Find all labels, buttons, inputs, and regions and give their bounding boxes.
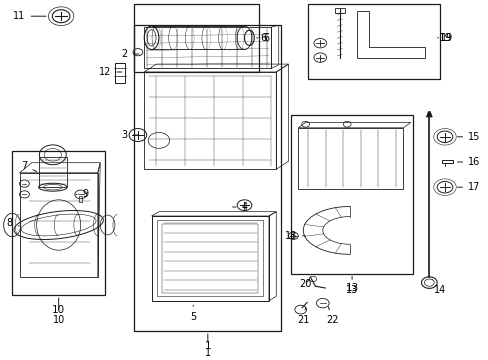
Text: 6: 6 xyxy=(256,33,269,43)
Text: 4: 4 xyxy=(232,202,247,212)
Text: 15: 15 xyxy=(457,132,480,142)
Text: 12: 12 xyxy=(99,67,122,77)
Text: 19: 19 xyxy=(437,33,451,43)
Text: 10: 10 xyxy=(52,305,65,315)
Bar xyxy=(151,216,268,301)
Text: 3: 3 xyxy=(122,130,139,140)
Bar xyxy=(134,25,281,331)
Text: 11: 11 xyxy=(13,11,46,21)
Bar xyxy=(115,63,124,83)
Text: 18: 18 xyxy=(284,231,305,241)
Text: 6: 6 xyxy=(260,33,267,43)
Text: 1: 1 xyxy=(204,341,211,351)
Bar xyxy=(144,72,276,169)
Text: 10: 10 xyxy=(52,298,65,325)
Bar xyxy=(79,196,82,202)
Text: 20: 20 xyxy=(299,279,311,289)
Bar xyxy=(290,115,412,274)
Text: 22: 22 xyxy=(325,307,338,325)
Bar xyxy=(441,160,452,163)
Bar xyxy=(162,224,258,293)
Polygon shape xyxy=(426,112,431,117)
Text: 8: 8 xyxy=(7,218,20,228)
Text: 14: 14 xyxy=(431,279,446,295)
Text: 19: 19 xyxy=(437,33,453,43)
Text: 2: 2 xyxy=(122,49,139,59)
Text: 9: 9 xyxy=(76,189,88,199)
Bar xyxy=(307,4,439,79)
Text: 21: 21 xyxy=(296,308,309,325)
Bar xyxy=(334,8,344,13)
Bar xyxy=(157,220,263,296)
Text: 5: 5 xyxy=(190,305,196,322)
Text: 17: 17 xyxy=(457,182,480,192)
Text: 16: 16 xyxy=(457,157,480,167)
Bar xyxy=(12,151,105,295)
Text: 1: 1 xyxy=(204,334,210,358)
Bar xyxy=(134,4,259,72)
Text: 13: 13 xyxy=(345,283,358,293)
Text: 7: 7 xyxy=(21,161,37,172)
Text: 13: 13 xyxy=(345,276,358,295)
